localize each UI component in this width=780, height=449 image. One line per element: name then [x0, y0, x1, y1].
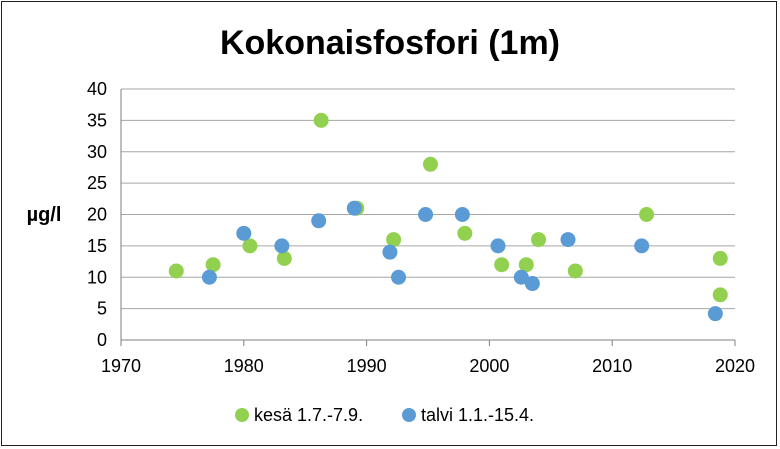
- winter-data-point: [560, 232, 576, 248]
- data-points: [168, 112, 728, 322]
- x-tick-labels: 1970 1980 1990 2000 2010 2020: [101, 356, 755, 376]
- winter-data-point: [201, 269, 217, 285]
- summer-data-point: [386, 232, 402, 248]
- x-tick-label: 2010: [592, 356, 632, 376]
- y-tick-label: 10: [87, 267, 107, 287]
- summer-data-point: [712, 287, 728, 303]
- legend-label-summer: kesä 1.7.-7.9.: [254, 405, 363, 425]
- summer-data-point: [242, 238, 258, 254]
- y-tick-labels: 0 5 10 15 20 25 30 35 40: [87, 79, 107, 350]
- y-axis-label: µg/l: [27, 204, 62, 226]
- summer-data-point: [168, 263, 184, 279]
- y-tick-label: 25: [87, 173, 107, 193]
- legend: kesä 1.7.-7.9. talvi 1.1.-15.4.: [235, 405, 534, 425]
- x-tick-label: 1970: [101, 356, 141, 376]
- y-tick-label: 5: [97, 299, 107, 319]
- x-tick-label: 2000: [469, 356, 509, 376]
- summer-data-point: [205, 257, 221, 273]
- x-tick-label: 1980: [224, 356, 264, 376]
- summer-data-point: [567, 263, 583, 279]
- y-tick-label: 35: [87, 110, 107, 130]
- winter-data-point: [454, 207, 470, 222]
- winter-data-point: [524, 276, 540, 292]
- summer-data-point: [712, 250, 728, 266]
- legend-label-winter: talvi 1.1.-15.4.: [421, 405, 534, 425]
- summer-data-point: [313, 112, 329, 128]
- winter-data-point: [346, 200, 362, 216]
- y-tick-label: 15: [87, 236, 107, 256]
- y-tick-label: 0: [97, 330, 107, 350]
- summer-data-point: [422, 156, 438, 172]
- winter-data-point: [513, 269, 529, 285]
- x-tick-label: 1990: [347, 356, 387, 376]
- legend-marker-summer: [235, 408, 249, 422]
- summer-data-point: [531, 232, 547, 248]
- summer-data-point: [639, 207, 655, 222]
- x-tick-label: 2020: [715, 356, 755, 376]
- summer-data-point: [276, 250, 292, 266]
- summer-data-point: [457, 225, 473, 241]
- summer-data-point: [518, 257, 534, 273]
- winter-data-point: [634, 238, 650, 254]
- summer-data-point: [494, 257, 510, 273]
- gridlines: [120, 88, 736, 346]
- winter-data-point: [274, 238, 290, 254]
- winter-data-point: [382, 244, 398, 260]
- y-tick-label: 20: [87, 205, 107, 225]
- winter-data-point: [391, 269, 407, 285]
- chart-title: Kokonaisfosfori (1m): [220, 24, 560, 62]
- winter-data-point: [311, 213, 327, 229]
- winter-data-point: [236, 225, 252, 241]
- winter-data-point: [490, 238, 506, 254]
- legend-marker-winter: [402, 408, 416, 422]
- y-tick-label: 40: [87, 79, 107, 99]
- y-tick-label: 30: [87, 142, 107, 162]
- winter-data-point: [707, 306, 723, 322]
- winter-data-point: [418, 207, 434, 222]
